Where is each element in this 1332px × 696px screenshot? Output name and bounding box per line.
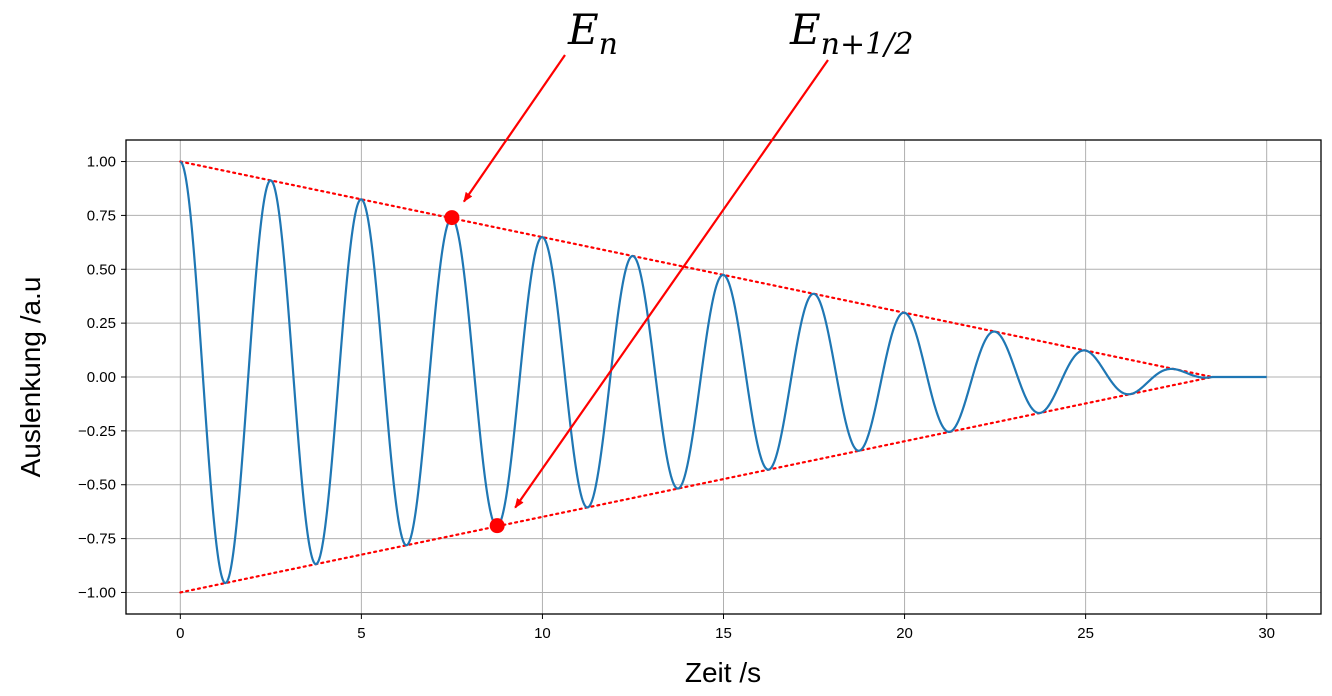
- y-tick-label: −0.50: [78, 477, 116, 494]
- y-axis-label: Auslenkung /a.u: [15, 277, 46, 478]
- annotation-layer: En En+1/2: [463, 5, 913, 509]
- annotation-arrow: [463, 54, 566, 203]
- annotation-subscript: n: [599, 27, 618, 62]
- grid-lines: [126, 140, 1321, 614]
- y-tick-label: 0.75: [87, 207, 116, 224]
- x-axis-ticks: 0 5 10 15 20 25 30: [176, 614, 1275, 642]
- highlight-point: [489, 518, 505, 534]
- x-tick-label: 20: [896, 625, 913, 642]
- marker-layer: [444, 210, 505, 534]
- y-tick-label: −1.00: [78, 584, 116, 601]
- x-tick-label: 15: [715, 625, 732, 642]
- x-tick-label: 30: [1258, 625, 1275, 642]
- annotation-base: E: [567, 5, 599, 54]
- x-tick-label: 5: [357, 625, 365, 642]
- x-tick-label: 25: [1077, 625, 1094, 642]
- highlight-point: [444, 210, 460, 226]
- y-tick-label: 0.00: [87, 369, 116, 386]
- x-axis-label: Zeit /s: [685, 657, 761, 688]
- envelope-upper-line: [179, 160, 1214, 379]
- y-tick-label: −0.25: [78, 423, 116, 440]
- annotation-base: E: [789, 5, 821, 54]
- y-tick-label: −0.75: [78, 531, 116, 548]
- oscillation-line: [179, 160, 1268, 585]
- series-layer: [179, 160, 1268, 585]
- y-tick-label: 0.50: [87, 261, 116, 278]
- y-axis-ticks: 1.00 0.75 0.50 0.25 0.00 −0.25 −0.50 −0.75 −1.00: [78, 154, 126, 601]
- x-tick-label: 10: [534, 625, 551, 642]
- annotation-label: En+1/2: [789, 5, 913, 62]
- annotation-subscript: n+1/2: [821, 27, 914, 62]
- y-tick-label: 1.00: [87, 154, 116, 171]
- annotation-arrow: [514, 59, 829, 509]
- x-tick-label: 0: [176, 625, 184, 642]
- y-tick-label: 0.25: [87, 315, 116, 332]
- annotation-label: En: [567, 5, 618, 62]
